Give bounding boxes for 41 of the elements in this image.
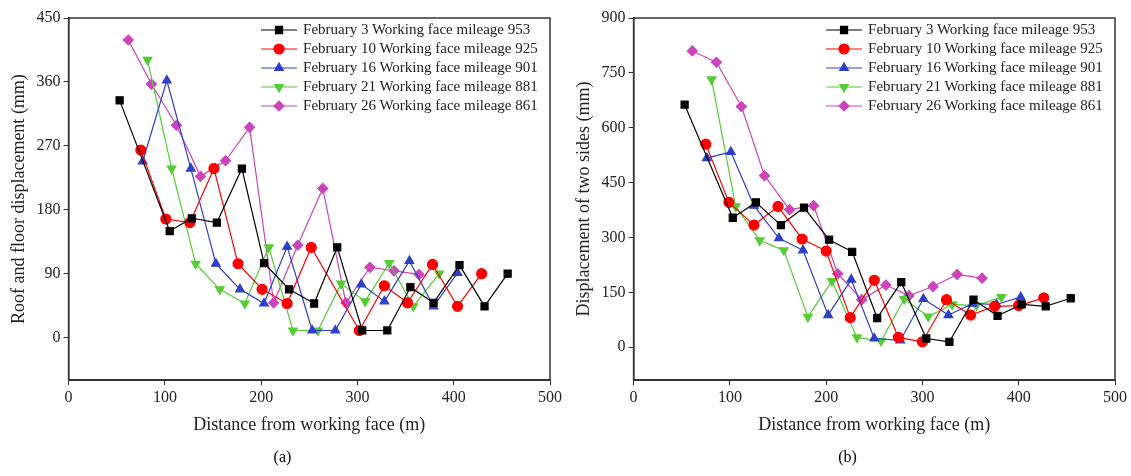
x-tick-label: 0 (64, 388, 73, 405)
text: (a) (272, 448, 293, 466)
x-tick-label: 500 (538, 388, 562, 405)
legend-label: February 3 Working face mileage 953 (868, 20, 1096, 37)
x-axis-title: Distance from working face (m) (193, 413, 426, 435)
legend-label: February 16 Working face mileage 901 (868, 58, 1103, 75)
x-tick-label: 100 (717, 388, 742, 405)
y-tick-label: 0 (52, 327, 61, 345)
legend-label: February 16 Working face mileage 901 (303, 58, 538, 75)
x-tick-label: 0 (629, 388, 638, 405)
legend-label: February 10 Working face mileage 925 (303, 39, 538, 56)
y-axis-title: Displacement of two sides (mm) (572, 81, 594, 317)
y-tick-label: 180 (36, 199, 61, 217)
legend-label: February 26 Working face mileage 861 (868, 96, 1103, 113)
x-tick-label: 300 (345, 388, 370, 405)
text: (b) (837, 448, 858, 466)
legend-label: February 21 Working face mileage 881 (868, 77, 1103, 94)
y-tick-label: 900 (601, 8, 626, 26)
x-tick-label: 100 (152, 388, 177, 405)
x-tick-label: 200 (249, 388, 274, 405)
legend-label: February 26 Working face mileage 861 (303, 96, 538, 113)
x-axis-title: Distance from working face (m) (758, 413, 991, 435)
legend-label: February 10 Working face mileage 925 (868, 39, 1103, 56)
x-tick-label: 500 (1103, 388, 1127, 405)
x-tick-label: 400 (441, 388, 466, 405)
y-tick-label: 150 (601, 282, 626, 300)
y-tick-label: 360 (36, 72, 61, 90)
y-axis-title: Roof and floor displacement (mm) (7, 74, 29, 325)
x-tick-label: 300 (910, 388, 935, 405)
y-tick-label: 600 (601, 117, 626, 135)
x-tick-label: 200 (814, 388, 839, 405)
x-tick-label: 400 (1006, 388, 1031, 405)
y-tick-label: 750 (601, 63, 626, 81)
y-tick-label: 300 (601, 227, 626, 245)
y-tick-label: 450 (36, 8, 61, 26)
legend-label: February 21 Working face mileage 881 (303, 77, 538, 94)
y-tick-label: 90 (44, 263, 61, 281)
legend-label: February 3 Working face mileage 953 (303, 20, 531, 37)
y-tick-label: 270 (36, 136, 61, 154)
y-tick-label: 0 (617, 337, 626, 355)
y-tick-label: 450 (601, 172, 626, 190)
